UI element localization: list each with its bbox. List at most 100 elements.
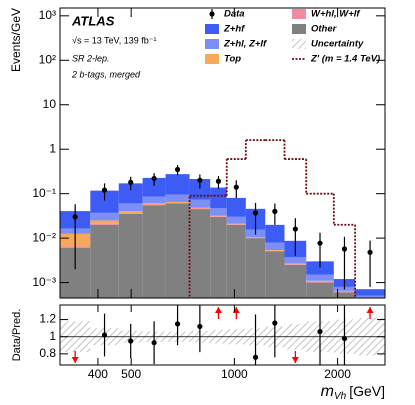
ratio-arrow-head [214,307,222,313]
legend-swatch [205,54,219,64]
energy-label: √s = 13 TeV, 139 fb⁻¹ [72,35,157,45]
stack-bar [265,250,285,252]
stack-bar [189,179,211,200]
main-plot [60,139,385,300]
x-tick-label: 500 [121,367,141,381]
ratio-point [197,323,203,330]
ratio-plot [60,305,385,365]
stack-bar [90,190,119,213]
x-axis-label: mVh [GeV] [321,383,385,402]
stack-bar [333,291,356,293]
stack-bar [90,224,119,298]
stack-bar [210,216,227,217]
stack-bar [118,183,143,204]
stack-bar [284,264,307,298]
stack-bar [165,201,190,203]
stack-bar [90,220,119,224]
stack-bar [210,216,227,298]
stack-bar [226,216,246,224]
ratio-arrow-head [232,307,240,313]
stack-bar [355,295,385,298]
stack-bar [165,203,190,298]
stack-bar [245,238,266,298]
stack-bar [245,236,266,238]
data-point [367,249,373,255]
ratio-point [151,340,157,346]
ratio-point [252,354,259,360]
stack-bar [265,242,285,251]
experiment-label: ATLAS [71,13,115,28]
legend-label: Top [224,54,241,65]
legend-label: Uncertainty [311,39,364,50]
ratio-y-tick-label: 1 [49,329,56,343]
stack-bar [265,251,285,298]
stack-bar [90,212,119,221]
stack-bar [226,223,246,225]
region-label: SR 2-lep. [72,53,110,63]
stack-bar [210,187,227,209]
x-tick-label: 1000 [221,367,248,381]
y-tick-label: 10⁻¹ [32,186,56,200]
legend-swatch [292,24,306,34]
stack-bar [333,290,356,292]
ratio-frame [59,304,386,366]
ratio-point [101,332,108,338]
data-point [341,246,348,252]
stack-bar [90,223,119,225]
data-point [317,240,323,246]
x-axis-subscript: Vh [334,391,347,402]
y-tick-label: 10 [43,97,57,111]
legend-label: W+hl, W+lf [311,9,360,20]
legend-swatch [205,24,219,34]
stack-bar [284,263,307,265]
legend-label: Z' (m = 1.4 TeV) [310,54,380,65]
stack-bar [118,211,143,214]
stack-bar [165,174,190,195]
x-axis-symbol: m [321,383,334,400]
stack-bar [265,224,285,243]
legend-label: Z+hl, Z+lf [223,39,267,50]
stack-bar [210,215,227,217]
legend-swatch [292,39,306,49]
stack-bar [165,202,190,204]
data-point [252,210,259,216]
ratio-arrow-head [291,357,299,363]
stack-bar [265,250,285,251]
stack-bar [226,197,246,217]
data-point [233,184,239,190]
stack-bar [355,299,385,300]
y-tick-label: 1 [49,141,56,155]
ratio-y-axis-label: Data/Pred. [11,309,23,362]
stack-bar [306,280,334,282]
stack-bar [284,257,307,264]
tags-label: 2 b-tags, merged [71,69,141,79]
data-point [151,175,157,182]
data-point [101,187,108,193]
ratio-point [174,321,181,327]
legend-swatch [292,9,306,19]
legend-label: Z+hf [223,24,245,35]
stack-bar [210,208,227,216]
ratio-y-tick-label: 1.2 [39,312,56,326]
legend-label: Other [311,24,338,35]
ratio-arrow-head [71,357,79,363]
ratio-point [317,328,323,335]
y-tick-label: 10⁻³ [32,275,56,289]
stack-bar [189,209,211,298]
stack-bar [306,261,334,275]
data-point [272,208,278,214]
data-point [72,214,78,220]
stack-bar [306,282,334,298]
stack-bar [118,213,143,214]
stack-bar [226,224,246,298]
y-tick-label: 10⁻² [32,230,56,244]
stack-bar [189,199,211,208]
data-point [215,178,222,184]
y-tick-label: 10² [39,52,56,66]
stack-bar [142,204,166,206]
stack-bar [333,292,356,298]
data-point [128,179,134,185]
x-axis-unit: [GeV] [349,383,385,399]
